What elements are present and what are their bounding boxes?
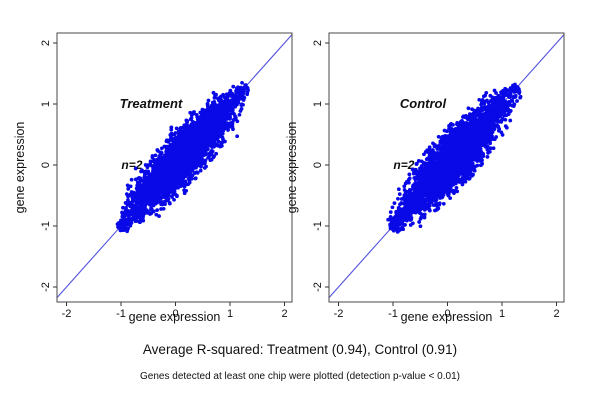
y-tick-label: -2 <box>40 282 52 292</box>
footnote-caption: Genes detected at least one chip were pl… <box>140 371 460 382</box>
n-annotation: n=2 <box>393 158 414 172</box>
y-tick-label: 1 <box>40 101 52 107</box>
y-tick-label: -2 <box>312 282 324 292</box>
x-tick-label: 1 <box>227 308 233 320</box>
y-tick-label: -1 <box>312 221 324 231</box>
x-tick-label: 2 <box>281 308 287 320</box>
y-tick-label: 0 <box>40 162 52 168</box>
x-axis-title: gene expression <box>401 310 493 324</box>
x-tick-label: 0 <box>444 308 450 320</box>
x-tick-label: 2 <box>553 308 559 320</box>
scatter-points <box>386 82 523 234</box>
rsquared-caption: Average R-squared: Treatment (0.94), Con… <box>142 342 458 357</box>
y-axis-title: gene expression <box>13 122 27 214</box>
y-tick-label: 2 <box>312 40 324 46</box>
x-axis-title: gene expression <box>129 310 221 324</box>
plot-frame <box>328 32 565 303</box>
x-tick-label: -2 <box>334 308 344 320</box>
x-tick-label: 0 <box>172 308 178 320</box>
plot-control: n=2 Control -2 -2 -1 -1 0 0 1 1 2 2 gene expression g… <box>285 32 565 324</box>
plot-treatment: n=2 Treatment -2 -2 -1 -1 0 0 1 1 2 2 gene expressio… <box>13 32 293 324</box>
y-tick-label: 0 <box>312 162 324 168</box>
plot-frame <box>56 32 293 303</box>
scatter-plots-canvas: n=2 Treatment -2 -2 -1 -1 0 0 1 1 2 2 gene expressio… <box>13 32 565 324</box>
x-tick-label: -2 <box>62 308 72 320</box>
x-tick-label: -1 <box>388 308 398 320</box>
y-axis-title: gene expression <box>285 122 299 214</box>
y-tick-label: -1 <box>40 221 52 231</box>
x-tick-label: -1 <box>116 308 126 320</box>
y-tick-label: 1 <box>312 101 324 107</box>
group-label-treatment: Treatment <box>120 96 183 111</box>
group-label-control: Control <box>400 96 447 111</box>
n-annotation: n=2 <box>121 158 142 172</box>
x-tick-label: 1 <box>499 308 505 320</box>
y-tick-label: 2 <box>40 40 52 46</box>
scatter-points <box>115 80 250 234</box>
